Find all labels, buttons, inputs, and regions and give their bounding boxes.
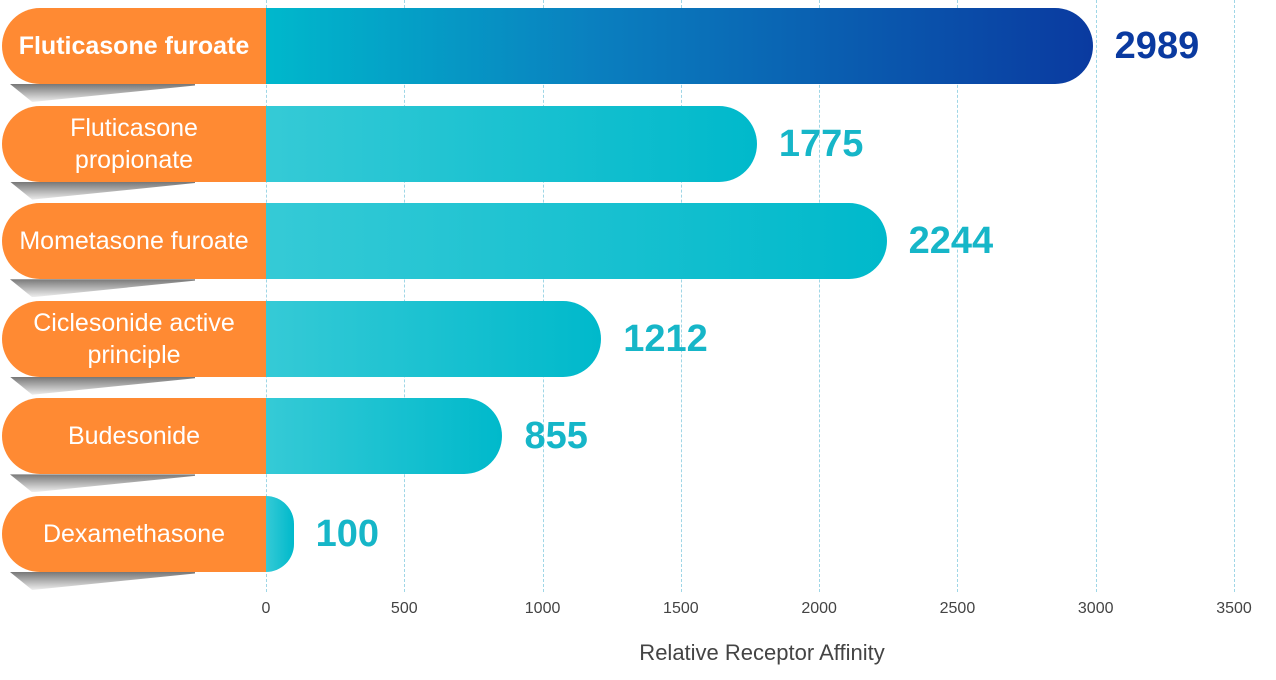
category-label: Mometasone furoate — [2, 203, 266, 280]
value-label: 2989 — [1114, 25, 1200, 67]
label-shadow — [10, 376, 195, 395]
category-label: Fluticasone propionate — [2, 105, 266, 182]
value-label: 1212 — [623, 317, 708, 360]
label-shadow — [10, 279, 195, 298]
x-tick-label: 2000 — [801, 600, 837, 617]
bar — [266, 105, 757, 182]
category-label: Fluticasone furoate — [2, 8, 266, 84]
category-label: Dexamethasone — [2, 496, 266, 572]
bar — [266, 300, 602, 377]
grid-line — [1095, 0, 1097, 592]
grid-line — [680, 0, 682, 592]
grid-line — [404, 0, 406, 592]
label-shadow — [10, 84, 195, 102]
x-tick-label: 1500 — [663, 600, 699, 617]
grid-line — [266, 0, 267, 592]
label-shadow — [10, 474, 195, 493]
category-label: Budesonide — [2, 398, 266, 475]
x-tick-label: 0 — [261, 600, 271, 617]
x-axis-label: Relative Receptor Affinity — [639, 640, 885, 665]
x-tick-label: 3000 — [1077, 600, 1114, 617]
grid-line — [957, 0, 959, 592]
x-tick-label: 3500 — [1216, 600, 1252, 617]
grid-line — [542, 0, 544, 592]
label-shadow — [10, 181, 195, 200]
grid-line — [1234, 0, 1235, 592]
label-shadow — [10, 572, 195, 590]
category-label: Ciclesonide active principle — [2, 300, 266, 377]
value-label: 100 — [315, 513, 380, 555]
grid-line — [819, 0, 821, 592]
x-tick-label: 1000 — [524, 600, 561, 617]
x-tick-label: 2500 — [939, 600, 976, 617]
bar — [266, 203, 887, 280]
value-label: 2244 — [908, 220, 994, 263]
bar — [266, 496, 294, 572]
bar — [266, 398, 503, 475]
value-label: 855 — [524, 415, 588, 458]
x-tick-label: 500 — [390, 600, 418, 617]
bar — [266, 8, 1093, 84]
value-label: 1775 — [778, 122, 864, 165]
